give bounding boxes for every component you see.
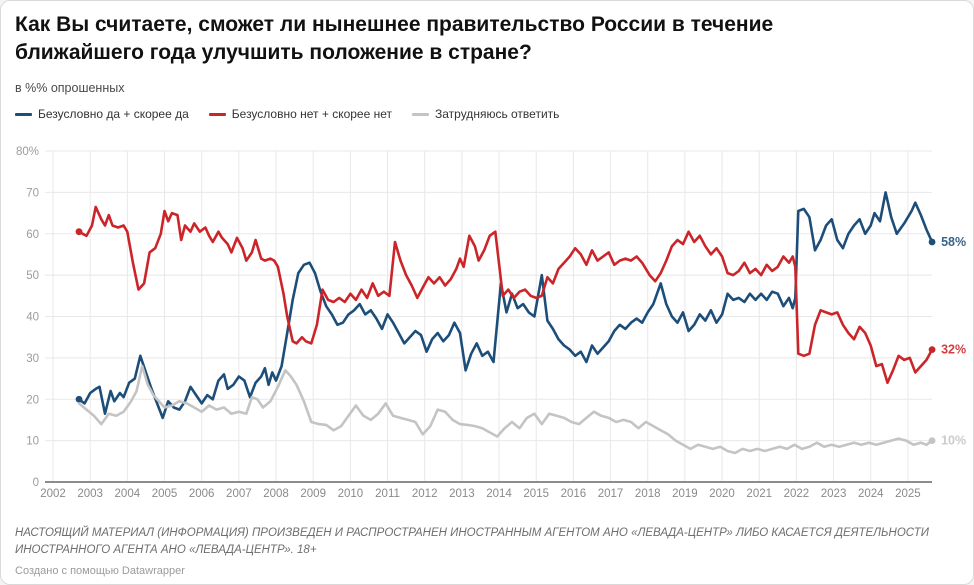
chart-subtitle: в %% опрошенных [15, 81, 125, 95]
y-tick-label: 40 [26, 312, 39, 324]
legend-dash-icon [208, 112, 226, 116]
legend-label: Затрудняюсь ответить [435, 107, 560, 121]
series-end-label-1: 32% [941, 343, 966, 357]
series-start-dot-1 [75, 228, 83, 236]
y-tick-label: 0 [33, 477, 39, 489]
x-tick-label: 2011 [375, 488, 400, 500]
x-tick-label: 2021 [746, 488, 772, 500]
legend-dash-icon [15, 112, 32, 116]
series-end-dot-0 [928, 238, 936, 246]
y-tick-label: 30 [26, 353, 39, 365]
x-tick-label: 2015 [523, 488, 549, 500]
x-tick-label: 2020 [709, 488, 735, 500]
x-tick-label: 2019 [672, 488, 698, 500]
x-tick-label: 2016 [561, 488, 587, 500]
line-chart: 2002 2003 2004 2005 2006 2007 2008 2009 2010 2011… [1, 139, 973, 511]
legend-item-0: Безусловно да + скорее да [15, 107, 189, 121]
x-tick-label: 2018 [635, 488, 661, 500]
series-line-0 [77, 191, 934, 420]
x-tick-label: 2002 [40, 488, 66, 500]
chart-svg: 2002 2003 2004 2005 2006 2007 2008 2009 2010 2011… [16, 146, 966, 500]
x-tick-label: 2022 [784, 488, 810, 500]
series-end-label-0: 58% [941, 235, 966, 249]
x-tick-label: 2025 [895, 488, 921, 500]
y-tick-label: 10 [26, 436, 39, 448]
y-tick-label: 70 [26, 187, 39, 199]
series-line-2 [77, 364, 934, 455]
legend-dash-icon [412, 112, 430, 116]
x-tick-label: 2012 [412, 488, 438, 500]
x-tick-label: 2004 [115, 488, 141, 500]
legend-label: Безусловно да + скорее да [38, 107, 189, 121]
y-tick-label: 50 [26, 270, 39, 282]
chart-title: Как Вы считаете, сможет ли нынешнее прав… [15, 13, 774, 65]
datawrapper-credit: Создано с помощью Datawrapper [15, 565, 185, 577]
x-tick-label: 2014 [486, 488, 512, 500]
x-tick-label: 2003 [77, 488, 103, 500]
x-tick-label: 2007 [226, 488, 252, 500]
x-tick-label: 2024 [858, 488, 884, 500]
x-tick-label: 2006 [189, 488, 215, 500]
x-tick-label: 2008 [263, 488, 289, 500]
series-end-label-2: 10% [941, 434, 966, 448]
y-tick-label: 20 [26, 394, 39, 406]
x-tick-label: 2010 [338, 488, 364, 500]
chart-legend: Безусловно да + скорее да Безусловно нет … [15, 107, 559, 121]
series-line-1 [77, 205, 934, 384]
legend-item-2: Затрудняюсь ответить [412, 107, 559, 121]
legend-label: Безусловно нет + скорее нет [231, 107, 393, 121]
y-tick-label: 80% [16, 146, 39, 158]
series-start-dot-0 [75, 395, 83, 403]
x-tick-label: 2005 [152, 488, 178, 500]
foreign-agent-disclaimer: Настоящий материал (информация) произвед… [15, 527, 929, 557]
x-tick-label: 2023 [821, 488, 847, 500]
series-end-dot-2 [928, 437, 936, 445]
x-tick-label: 2017 [598, 488, 624, 500]
x-tick-label: 2013 [449, 488, 475, 500]
x-tick-label: 2009 [300, 488, 326, 500]
legend-item-1: Безусловно нет + скорее нет [208, 107, 393, 121]
series-end-dot-1 [928, 346, 936, 353]
y-tick-label: 60 [26, 229, 39, 241]
